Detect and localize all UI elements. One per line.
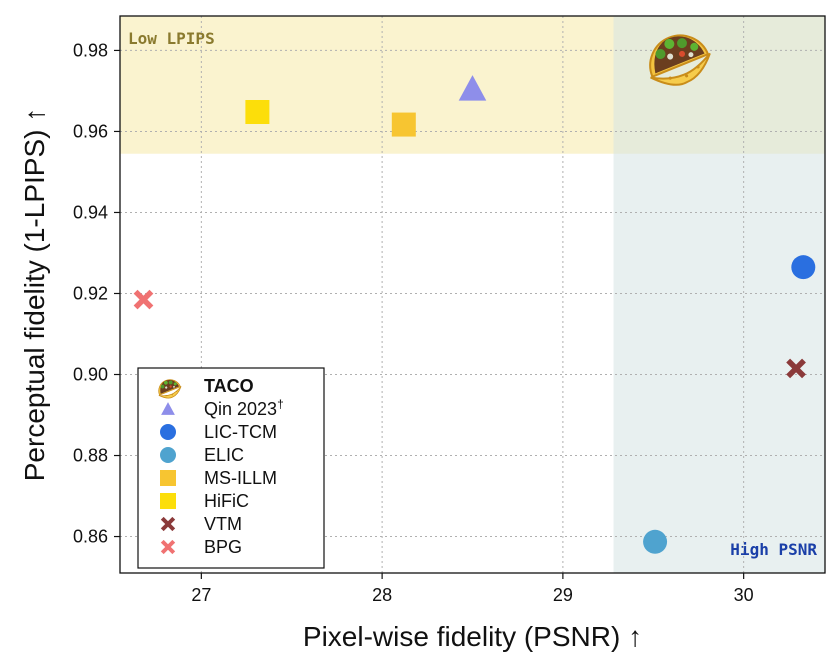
data-point-elic — [643, 529, 668, 554]
taco-lettuce — [690, 42, 699, 51]
legend-label-elic: ELIC — [204, 445, 244, 465]
taco-tomato — [679, 50, 686, 57]
x-tick-label: 28 — [372, 585, 392, 605]
data-point-bpg — [133, 289, 154, 310]
y-tick-label: 0.86 — [73, 527, 108, 547]
data-point-qin-2023 — [458, 75, 487, 101]
legend-label-qin-2023: Qin 2023† — [204, 397, 284, 419]
taco-dot — [171, 394, 173, 396]
legend-label-vtm: VTM — [204, 514, 242, 534]
taco-lettuce — [160, 384, 165, 389]
taco-lettuce — [676, 38, 687, 49]
region-label-low-lpips: Low LPIPS — [128, 29, 215, 48]
taco-dot — [165, 395, 167, 397]
legend-marker-ms-illm — [160, 470, 176, 486]
y-tick-label: 0.98 — [73, 40, 108, 60]
taco-lettuce — [173, 382, 177, 386]
taco-shell-front — [158, 386, 182, 399]
x-marker-stroke — [160, 539, 176, 555]
y-tick-label: 0.88 — [73, 446, 108, 466]
taco-lettuce — [164, 380, 168, 385]
taco-dot — [176, 390, 178, 393]
region-label-high-psnr: High PSNR — [730, 540, 817, 559]
taco-dot — [696, 65, 700, 69]
taco-cheese — [688, 52, 694, 58]
region-layer: Low LPIPS High PSNR — [120, 16, 825, 573]
legend-label-lic-tcm: LIC-TCM — [204, 422, 277, 442]
x-tick-label: 27 — [191, 585, 211, 605]
legend-box — [137, 367, 325, 569]
taco-shell-front — [650, 52, 711, 86]
legend-marker-bpg — [160, 539, 176, 555]
taco-tomato — [169, 385, 172, 388]
taco-cheese — [165, 386, 168, 389]
data-point-hific — [245, 100, 270, 125]
points-layer — [133, 34, 816, 554]
x-marker-stroke — [160, 516, 176, 532]
data-point-taco — [649, 34, 711, 86]
data-point-lic-tcm — [791, 255, 816, 280]
x-tick-label: 30 — [734, 585, 754, 605]
legend-label-ms-illm: MS-ILLM — [204, 468, 277, 488]
y-tick-label: 0.96 — [73, 121, 108, 141]
legend-label-taco: TACO — [204, 376, 254, 396]
taco-cheese — [173, 385, 175, 388]
y-tick-label: 0.92 — [73, 283, 108, 303]
y-tick-label: 0.90 — [73, 365, 108, 385]
y-tick-label: 0.94 — [73, 202, 108, 222]
legend-marker-elic — [160, 447, 176, 463]
legend-label-hific: HiFiC — [204, 491, 249, 511]
plot-frame — [119, 15, 826, 574]
legend-marker-taco — [158, 379, 182, 399]
x-tick-label: 29 — [553, 585, 573, 605]
legend-marker-vtm — [160, 516, 176, 532]
taco-dot — [668, 76, 672, 80]
legend-marker-qin-2023 — [161, 402, 175, 415]
taco-lettuce — [655, 48, 666, 59]
ticks-layer: 27 28 29 30 0.86 0.88 0.90 0.92 0.94 0.96 0.98 — [73, 40, 754, 605]
taco-cheese — [667, 53, 674, 60]
y-axis-label: Perceptual fidelity (1-LPIPS) ↑ — [19, 108, 50, 482]
legend-marker-hific — [160, 493, 176, 509]
data-point-ms-illm — [391, 112, 416, 137]
legend-label-suffix: † — [277, 397, 284, 411]
taco-dot — [684, 74, 689, 78]
x-axis-label: Pixel-wise fidelity (PSNR) ↑ — [303, 621, 642, 652]
x-marker-stroke — [786, 358, 806, 379]
axis-labels-layer: Pixel-wise fidelity (PSNR) ↑ Perceptual … — [19, 108, 642, 652]
data-point-vtm — [786, 358, 806, 379]
legend-label-bpg: BPG — [204, 537, 242, 557]
taco-lettuce — [664, 38, 675, 49]
x-marker-stroke — [133, 289, 154, 310]
region-high-psnr — [613, 16, 825, 573]
taco-lettuce — [168, 380, 173, 385]
legend-marker-lic-tcm — [160, 424, 176, 440]
